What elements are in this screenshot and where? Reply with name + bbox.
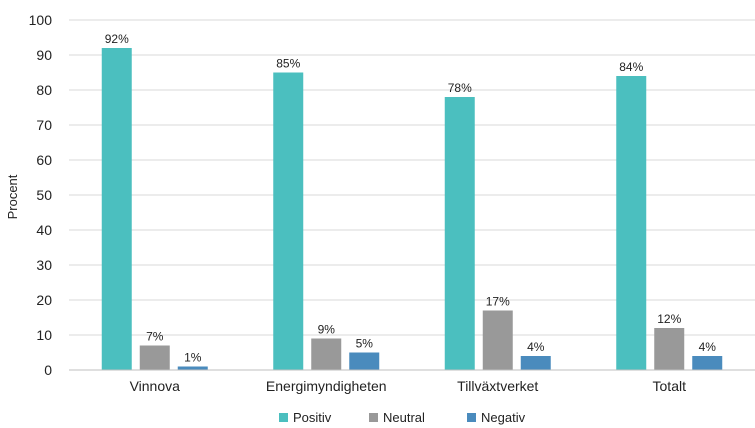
y-tick-label: 50 <box>36 187 52 203</box>
bar-positiv-3 <box>616 76 647 370</box>
data-label: 7% <box>146 330 164 344</box>
x-category-label: Totalt <box>653 378 687 394</box>
bar-neutral-1 <box>311 338 342 370</box>
data-label: 1% <box>184 351 202 365</box>
gridlines <box>69 19 755 336</box>
y-tick-label: 60 <box>36 152 52 168</box>
data-label: 92% <box>105 32 129 46</box>
y-tick-label: 40 <box>36 222 52 238</box>
x-axis-categories: Vinnova Energimyndigheten Tillväxtverket To… <box>130 378 687 394</box>
data-label: 12% <box>657 312 681 326</box>
data-label: 5% <box>356 337 374 351</box>
y-tick-label: 70 <box>36 117 52 133</box>
data-label: 9% <box>318 323 336 337</box>
bar-neutral-3 <box>654 328 685 370</box>
data-label: 17% <box>486 295 510 309</box>
bar-positiv-1 <box>273 72 304 370</box>
bar-positiv-0 <box>101 48 132 370</box>
y-tick-label: 100 <box>29 12 53 28</box>
y-tick-label: 20 <box>36 292 52 308</box>
data-label: 84% <box>619 60 643 74</box>
legend-swatch-positiv <box>279 413 288 422</box>
legend-label: Negativ <box>481 410 526 425</box>
y-axis-ticks: 0 10 20 30 40 50 60 70 80 90 100 <box>29 12 53 378</box>
y-tick-label: 80 <box>36 82 52 98</box>
bar-positiv-2 <box>444 97 475 370</box>
bars <box>101 48 723 370</box>
legend-label: Neutral <box>383 410 425 425</box>
data-label: 4% <box>699 340 717 354</box>
legend-label: Positiv <box>293 410 332 425</box>
bar-neutral-2 <box>482 310 513 370</box>
bar-negativ-0 <box>177 366 208 370</box>
bar-neutral-0 <box>139 345 170 370</box>
x-category-label: Tillväxtverket <box>457 378 538 394</box>
y-tick-label: 30 <box>36 257 52 273</box>
y-tick-label: 10 <box>36 327 52 343</box>
x-category-label: Energimyndigheten <box>266 378 387 394</box>
legend-swatch-neutral <box>369 413 378 422</box>
y-axis-label: Procent <box>5 174 20 219</box>
x-category-label: Vinnova <box>130 378 181 394</box>
y-tick-label: 90 <box>36 47 52 63</box>
data-label: 78% <box>448 81 472 95</box>
data-label: 4% <box>527 340 545 354</box>
bar-negativ-3 <box>692 356 723 370</box>
data-label: 85% <box>276 57 300 71</box>
bar-negativ-1 <box>349 352 380 370</box>
legend-swatch-negativ <box>467 413 476 422</box>
data-labels: 92% 7% 1% 85% 9% 5% 78% 17% 4% 84% 12% 4% <box>105 32 717 365</box>
legend: Positiv Neutral Negativ <box>279 410 526 425</box>
bar-negativ-2 <box>520 356 551 370</box>
y-tick-label: 0 <box>44 362 52 378</box>
